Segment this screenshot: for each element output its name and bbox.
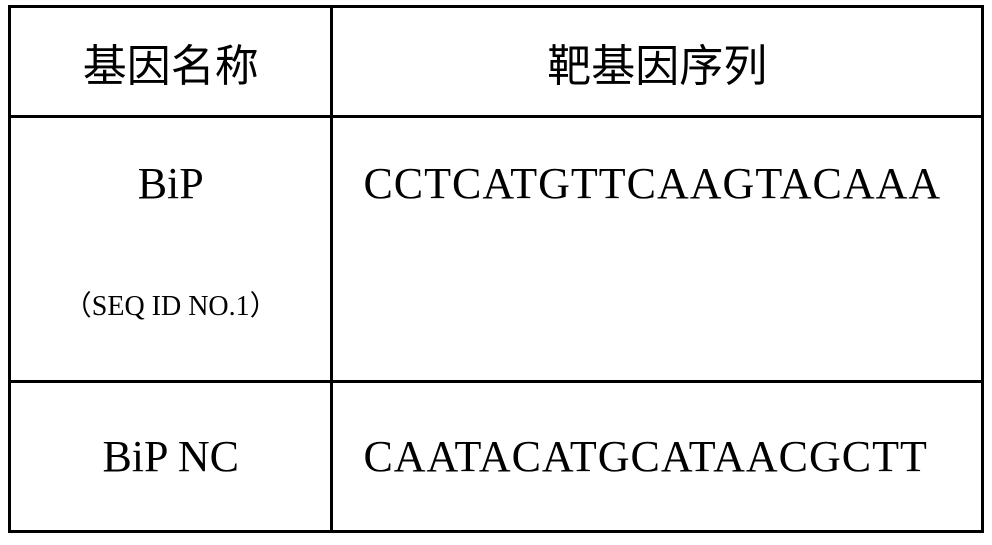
header-label-gene-name: 基因名称: [83, 42, 259, 91]
cell-gene-name-1: BiP （SEQ ID NO.1）: [10, 117, 332, 382]
gene-name-text: BiP NC: [102, 432, 239, 481]
sequence-text: CCTCATGTTCAAGTACAAA: [333, 118, 981, 209]
cell-gene-name-2: BiP NC: [10, 382, 332, 532]
gene-sequence-table-container: 基因名称 靶基因序列 BiP （SEQ ID NO.1） CCTCATGTTCA…: [8, 5, 984, 533]
table-row: BiP （SEQ ID NO.1） CCTCATGTTCAAGTACAAA: [10, 117, 983, 382]
gene-name-text: BiP: [11, 118, 330, 209]
sequence-text: CAATACATGCATAACGCTT: [333, 431, 981, 482]
header-cell-sequence: 靶基因序列: [332, 7, 983, 117]
cell-sequence-2: CAATACATGCATAACGCTT: [332, 382, 983, 532]
header-label-sequence: 靶基因序列: [547, 42, 767, 91]
header-cell-gene-name: 基因名称: [10, 7, 332, 117]
seq-id-text: （SEQ ID NO.1）: [11, 209, 330, 324]
cell-sequence-1: CCTCATGTTCAAGTACAAA: [332, 117, 983, 382]
table-row: BiP NC CAATACATGCATAACGCTT: [10, 382, 983, 532]
table-header-row: 基因名称 靶基因序列: [10, 7, 983, 117]
gene-sequence-table: 基因名称 靶基因序列 BiP （SEQ ID NO.1） CCTCATGTTCA…: [8, 5, 984, 533]
